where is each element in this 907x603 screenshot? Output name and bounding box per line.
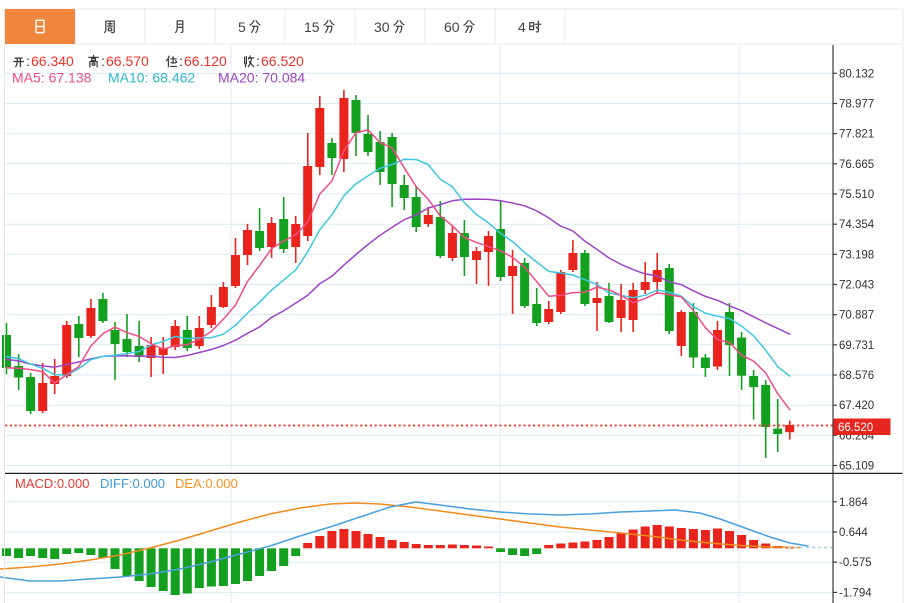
svg-text:60: 60 bbox=[444, 19, 460, 35]
svg-text:74.354: 74.354 bbox=[839, 219, 875, 231]
svg-text:66.520: 66.520 bbox=[261, 53, 304, 69]
svg-text:MA20: 70.084: MA20: 70.084 bbox=[218, 70, 305, 86]
svg-text:70.887: 70.887 bbox=[839, 310, 874, 322]
svg-text:76.665: 76.665 bbox=[839, 159, 874, 171]
svg-text:75.510: 75.510 bbox=[839, 189, 874, 201]
svg-text:DEA:0.000: DEA:0.000 bbox=[175, 476, 238, 491]
svg-text:5: 5 bbox=[238, 19, 246, 35]
svg-text:73.198: 73.198 bbox=[839, 249, 874, 261]
svg-text:66.120: 66.120 bbox=[184, 53, 227, 69]
svg-text:DIFF:0.000: DIFF:0.000 bbox=[100, 476, 165, 491]
svg-text::: : bbox=[101, 53, 105, 69]
svg-text:69.731: 69.731 bbox=[839, 340, 874, 352]
svg-text::: : bbox=[26, 53, 30, 69]
svg-text:1.864: 1.864 bbox=[839, 497, 868, 509]
svg-text:65.109: 65.109 bbox=[839, 461, 874, 473]
svg-text:-1.794: -1.794 bbox=[839, 587, 872, 599]
svg-text:77.821: 77.821 bbox=[839, 129, 874, 141]
svg-text::: : bbox=[179, 53, 183, 69]
svg-text:66.570: 66.570 bbox=[106, 53, 149, 69]
svg-text:66.340: 66.340 bbox=[31, 53, 74, 69]
svg-text:MA5: 67.138: MA5: 67.138 bbox=[12, 70, 92, 86]
svg-text:78.977: 78.977 bbox=[839, 99, 874, 111]
svg-text:15: 15 bbox=[304, 19, 320, 35]
svg-text:67.420: 67.420 bbox=[839, 400, 874, 412]
svg-text:72.043: 72.043 bbox=[839, 280, 874, 292]
svg-text:MA10: 68.462: MA10: 68.462 bbox=[108, 70, 195, 86]
svg-text:30: 30 bbox=[374, 19, 390, 35]
svg-text::: : bbox=[256, 53, 260, 69]
svg-text:0.644: 0.644 bbox=[839, 527, 868, 539]
svg-text:80.132: 80.132 bbox=[839, 68, 874, 80]
svg-text:4: 4 bbox=[518, 19, 526, 35]
svg-text:66.520: 66.520 bbox=[838, 422, 873, 434]
svg-text:-0.575: -0.575 bbox=[839, 557, 872, 569]
svg-text:MACD:0.000: MACD:0.000 bbox=[15, 476, 89, 491]
svg-text:68.576: 68.576 bbox=[839, 370, 874, 382]
